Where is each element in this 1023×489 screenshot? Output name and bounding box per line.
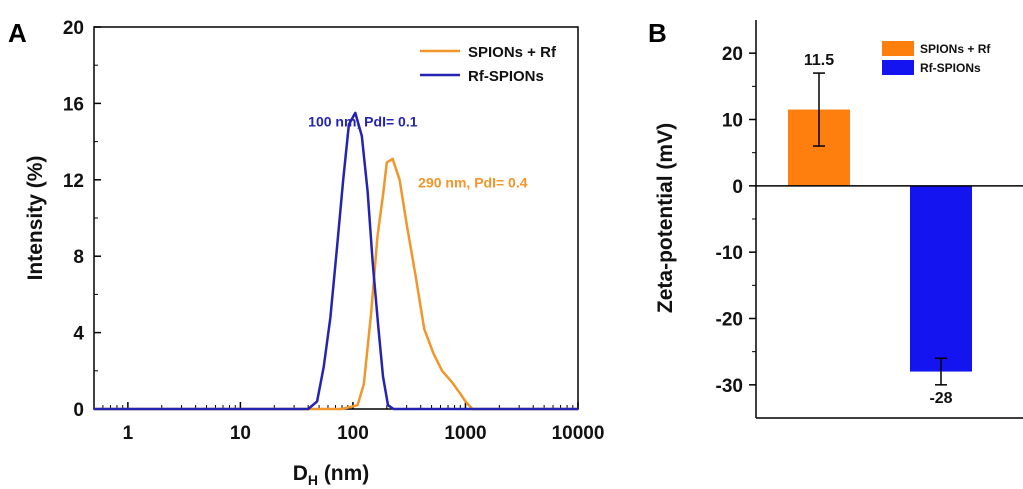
series-line-spions-rf <box>94 157 578 411</box>
panel-b-y-axis-label: Zeta-potential (mV) <box>654 123 677 313</box>
peak-annotation: 290 nm, PdI= 0.4 <box>418 174 528 190</box>
panel-a-x-ticks: 1 10 100 1000 10000 <box>93 402 605 444</box>
y-tick-label: 8 <box>73 247 84 268</box>
panel-b-letter: B <box>648 18 667 48</box>
panel-a-y-ticks: 0 4 8 12 16 20 <box>63 18 101 421</box>
y-tick-label: -20 <box>716 310 743 331</box>
x-label-unit: (nm) <box>318 462 369 485</box>
series-line-rf-spions <box>94 111 578 411</box>
panel-a-letter: A <box>8 18 27 48</box>
y-tick-label: 20 <box>63 18 84 39</box>
x-tick-label: 100 <box>337 423 369 444</box>
legend-label-spions-rf: SPIONs + Rf <box>468 44 557 61</box>
legend-label-rf-spions-bar: Rf-SPIONs <box>920 61 981 75</box>
x-tick-label: 1000 <box>444 423 486 444</box>
y-tick-label: -30 <box>716 376 743 397</box>
panel-a-legend: SPIONs + Rf Rf-SPIONs <box>420 44 557 85</box>
legend-label-spions-rf-bar: SPIONs + Rf <box>920 42 991 56</box>
legend-swatch-spions-rf-bar <box>882 41 914 56</box>
legend-label-rf-spions: Rf-SPIONs <box>468 68 544 85</box>
panel-a-annotations: 100 nm, PdI= 0.1 290 nm, PdI= 0.4 <box>308 113 528 190</box>
panel-b-y-ticks: -30 -20 -10 0 10 20 <box>716 44 756 397</box>
y-tick-label: 10 <box>722 111 743 132</box>
y-tick-label: 12 <box>63 171 84 192</box>
y-tick-label: 0 <box>73 400 84 421</box>
y-tick-label: 16 <box>63 94 84 115</box>
x-tick-label: 10000 <box>552 423 605 444</box>
panel-b-legend: SPIONs + Rf Rf-SPIONs <box>882 41 991 75</box>
x-label-sub: H <box>308 472 318 488</box>
bar-value-label: -28 <box>929 390 952 407</box>
y-tick-label: -10 <box>716 243 743 264</box>
x-label-main: D <box>293 462 308 485</box>
panel-b-bars: 11.5 -28 <box>788 52 972 407</box>
y-tick-label: 4 <box>73 324 84 345</box>
legend-swatch-rf-spions-bar <box>882 60 914 75</box>
y-tick-label: 0 <box>732 177 743 198</box>
x-tick-label: 1 <box>123 423 134 444</box>
peak-annotation: 100 nm, PdI= 0.1 <box>308 113 418 129</box>
panel-a-x-axis-label: DH (nm) <box>293 462 370 488</box>
bar-rf-spions <box>910 185 972 372</box>
panel-a-y-axis-label: Intensity (%) <box>24 156 47 281</box>
bar-value-label: 11.5 <box>804 52 834 69</box>
panel-a-series <box>94 111 578 411</box>
x-tick-label: 10 <box>230 423 251 444</box>
y-tick-label: 20 <box>722 44 743 65</box>
